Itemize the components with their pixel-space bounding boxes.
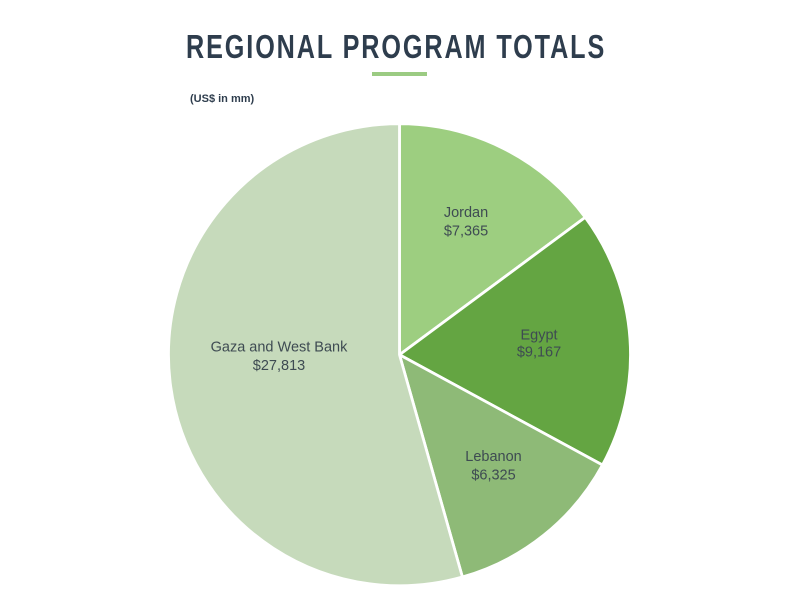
svg-text:Jordan: Jordan — [444, 205, 488, 221]
svg-text:$7,365: $7,365 — [444, 224, 488, 240]
svg-text:$6,325: $6,325 — [471, 468, 515, 484]
svg-text:$27,813: $27,813 — [253, 358, 305, 374]
svg-text:Egypt: Egypt — [520, 328, 557, 344]
svg-text:Gaza and West Bank: Gaza and West Bank — [211, 340, 349, 356]
svg-text:Lebanon: Lebanon — [465, 449, 521, 465]
svg-text:$9,167: $9,167 — [517, 345, 561, 361]
